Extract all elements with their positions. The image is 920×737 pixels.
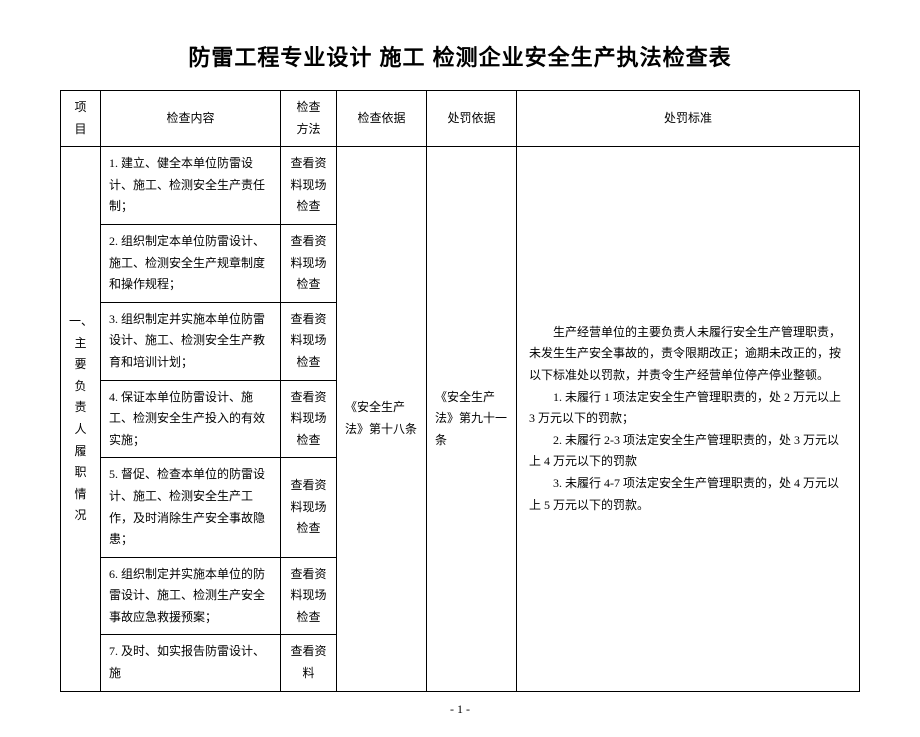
header-penalty-basis: 处罚依据: [427, 91, 517, 147]
standard-paragraph: 1. 未履行 1 项法定安全生产管理职责的，处 2 万元以上 3 万元以下的罚款…: [529, 387, 847, 430]
table-row: 一、主要负责人履职情况 1. 建立、健全本单位防雷设计、施工、检测安全生产责任制…: [61, 147, 860, 225]
method-cell: 查看资料现场检查: [281, 224, 337, 302]
header-penalty-standard: 处罚标准: [517, 91, 860, 147]
standard-paragraph: 生产经营单位的主要负责人未履行安全生产管理职责，未发生生产安全事故的，责令限期改…: [529, 322, 847, 387]
method-cell: 查看资料现场检查: [281, 458, 337, 557]
header-row: 项目 检查内容 检查 方法 检查依据 处罚依据 处罚标准: [61, 91, 860, 147]
header-content: 检查内容: [101, 91, 281, 147]
standard-paragraph: 2. 未履行 2-3 项法定安全生产管理职责的，处 3 万元以上 4 万元以下的…: [529, 430, 847, 473]
project-cell: 一、主要负责人履职情况: [61, 147, 101, 691]
method-cell: 查看资料: [281, 635, 337, 691]
method-cell: 查看资料现场检查: [281, 147, 337, 225]
content-cell: 6. 组织制定并实施本单位的防雷设计、施工、检测生产安全事故应急救援预案；: [101, 557, 281, 635]
content-cell: 5. 督促、检查本单位的防雷设计、施工、检测安全生产工作，及时消除生产安全事故隐…: [101, 458, 281, 557]
header-project: 项目: [61, 91, 101, 147]
header-basis: 检查依据: [337, 91, 427, 147]
standard-paragraph: 3. 未履行 4-7 项法定安全生产管理职责的，处 4 万元以上 5 万元以下的…: [529, 473, 847, 516]
penalty-basis-cell: 《安全生产法》第九十一条: [427, 147, 517, 691]
method-cell: 查看资料现场检查: [281, 302, 337, 380]
method-cell: 查看资料现场检查: [281, 557, 337, 635]
penalty-standard-cell: 生产经营单位的主要负责人未履行安全生产管理职责，未发生生产安全事故的，责令限期改…: [517, 147, 860, 691]
content-cell: 4. 保证本单位防雷设计、施工、检测安全生产投入的有效实施；: [101, 380, 281, 458]
page-title: 防雷工程专业设计 施工 检测企业安全生产执法检查表: [60, 40, 860, 72]
content-cell: 3. 组织制定并实施本单位防雷设计、施工、检测安全生产教育和培训计划；: [101, 302, 281, 380]
method-cell: 查看资料现场检查: [281, 380, 337, 458]
content-cell: 2. 组织制定本单位防雷设计、施工、检测安全生产规章制度和操作规程；: [101, 224, 281, 302]
content-cell: 7. 及时、如实报告防雷设计、施: [101, 635, 281, 691]
page-number: - 1 -: [60, 702, 860, 717]
header-method: 检查 方法: [281, 91, 337, 147]
inspection-table: 项目 检查内容 检查 方法 检查依据 处罚依据 处罚标准 一、主要负责人履职情况…: [60, 90, 860, 692]
basis-cell: 《安全生产法》第十八条: [337, 147, 427, 691]
content-cell: 1. 建立、健全本单位防雷设计、施工、检测安全生产责任制；: [101, 147, 281, 225]
